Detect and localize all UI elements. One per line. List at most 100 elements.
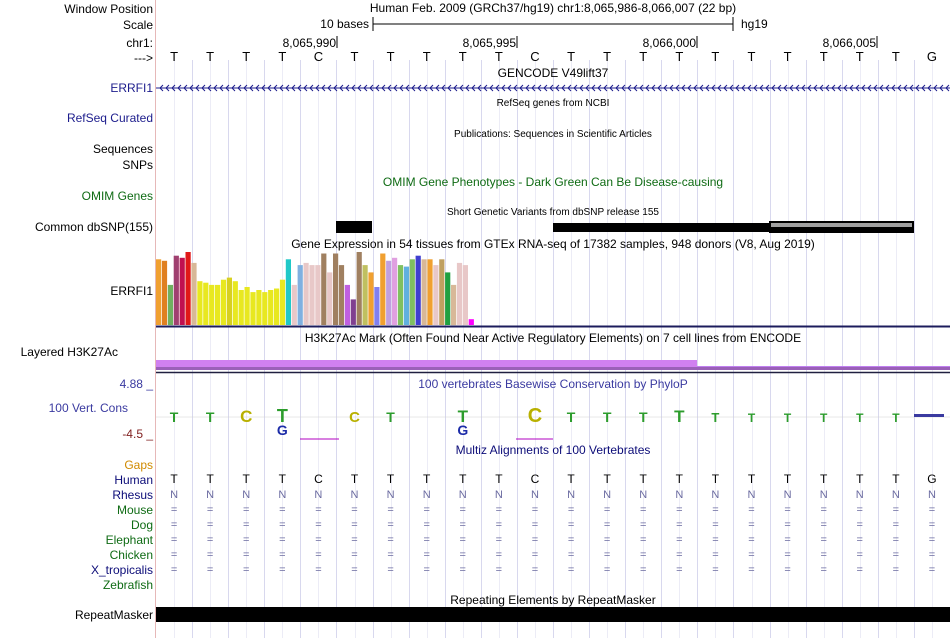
human-base: T (856, 472, 864, 486)
match-symbol: = (423, 549, 429, 561)
position-2: 8,065,995 (462, 36, 516, 50)
match-symbol: = (784, 564, 790, 576)
h3k27ac-signal-1 (156, 360, 697, 367)
gene-strand-arrow (225, 84, 230, 92)
species-mouse[interactable]: Mouse (116, 503, 153, 517)
gene-strand-arrow (501, 84, 506, 92)
match-symbol: = (460, 549, 466, 561)
match-symbol: = (171, 504, 177, 516)
gtex-track-label[interactable]: ERRFI1 (110, 284, 153, 298)
match-symbol: = (496, 564, 502, 576)
rhesus-base: N (856, 489, 864, 501)
match-symbol: = (893, 549, 899, 561)
match-symbol: = (676, 519, 682, 531)
position-4: 8,066,005 (822, 36, 876, 50)
gene-strand-arrow (561, 84, 566, 92)
species-zebrafish[interactable]: Zebrafish (102, 578, 153, 592)
cons-logo-glyph: T (170, 409, 179, 425)
gtex-bar (303, 262, 309, 325)
match-symbol: = (532, 504, 538, 516)
cons-logo-glyph: T (748, 411, 756, 425)
gaps-label[interactable]: Gaps (124, 458, 153, 472)
refseq-track-label[interactable]: RefSeq Curated (66, 111, 153, 125)
human-base: T (351, 472, 359, 486)
base-letter: T (675, 49, 683, 64)
gene-strand-arrow (651, 84, 656, 92)
dbsnp-track-label[interactable]: Common dbSNP(155) (34, 220, 153, 234)
cons-track-label[interactable]: 100 Vert. Cons (48, 401, 128, 415)
gencode-gene-errfi1[interactable] (156, 84, 950, 92)
gtex-bar (167, 284, 173, 326)
gene-strand-arrow (339, 84, 344, 92)
gtex-bar (156, 259, 162, 325)
gene-strand-arrow (735, 84, 740, 92)
gene-strand-arrow (513, 84, 518, 92)
match-symbol: = (712, 534, 718, 546)
match-symbol: = (460, 504, 466, 516)
cons-logo-glyph: C (240, 407, 252, 426)
human-base: T (387, 472, 395, 486)
gene-strand-arrow (837, 84, 842, 92)
gene-strand-arrow (321, 84, 326, 92)
repeatmasker-track-label[interactable]: RepeatMasker (74, 608, 153, 622)
match-symbol: = (676, 564, 682, 576)
match-symbol: = (351, 534, 357, 546)
gene-strand-arrow (405, 84, 410, 92)
match-symbol: = (279, 519, 285, 531)
gene-strand-arrow (939, 84, 944, 92)
cons-bar (914, 414, 944, 417)
strand-label: ---> (134, 51, 153, 65)
match-symbol: = (315, 564, 321, 576)
cons-logo-glyph: T (206, 409, 215, 425)
gene-strand-arrow (615, 84, 620, 92)
match-symbol: = (820, 564, 826, 576)
gene-strand-arrow (663, 84, 668, 92)
gtex-bar (433, 265, 439, 325)
gene-strand-arrow (549, 84, 554, 92)
species-elephant[interactable]: Elephant (105, 533, 153, 547)
gtex-bar (244, 287, 250, 325)
match-symbol: = (820, 519, 826, 531)
species-human[interactable]: Human (114, 473, 153, 487)
gene-strand-arrow (543, 84, 548, 92)
gene-strand-arrow (819, 84, 824, 92)
match-symbol: = (604, 549, 610, 561)
publications-label-line2[interactable]: SNPs (122, 158, 153, 172)
publications-label-line1[interactable]: Sequences (92, 142, 153, 156)
gene-strand-arrow (249, 84, 254, 92)
gene-strand-arrow (771, 84, 776, 92)
match-symbol: = (568, 504, 574, 516)
match-symbol: = (712, 519, 718, 531)
human-base: C (314, 472, 323, 486)
gtex-bar (250, 292, 256, 325)
multiz-track-title: Multiz Alignments of 100 Vertebrates (455, 443, 651, 457)
match-symbol: = (604, 504, 610, 516)
gencode-track-label[interactable]: ERRFI1 (110, 81, 153, 95)
match-symbol: = (820, 534, 826, 546)
gtex-bar (173, 255, 179, 325)
match-symbol: = (857, 564, 863, 576)
h3k27ac-track-label[interactable]: Layered H3K27Ac (20, 345, 118, 359)
gene-strand-arrow (201, 84, 206, 92)
match-symbol: = (532, 549, 538, 561)
species-dog[interactable]: Dog (130, 518, 153, 532)
gtex-bar (327, 272, 333, 325)
species-chicken[interactable]: Chicken (109, 548, 153, 562)
base-letter: T (423, 49, 431, 64)
species-x-tropicalis[interactable]: X_tropicalis (90, 563, 153, 577)
gene-strand-arrow (435, 84, 440, 92)
match-symbol: = (243, 519, 249, 531)
rhesus-base: N (531, 489, 539, 501)
gene-strand-arrow (207, 84, 212, 92)
gene-strand-arrow (375, 84, 380, 92)
base-letter: T (459, 49, 467, 64)
match-symbol: = (640, 504, 646, 516)
match-symbol: = (640, 534, 646, 546)
match-symbol: = (568, 519, 574, 531)
species-rhesus[interactable]: Rhesus (112, 488, 153, 502)
match-symbol: = (676, 534, 682, 546)
omim-track-label[interactable]: OMIM Genes (81, 189, 153, 203)
gene-strand-arrow (381, 84, 386, 92)
